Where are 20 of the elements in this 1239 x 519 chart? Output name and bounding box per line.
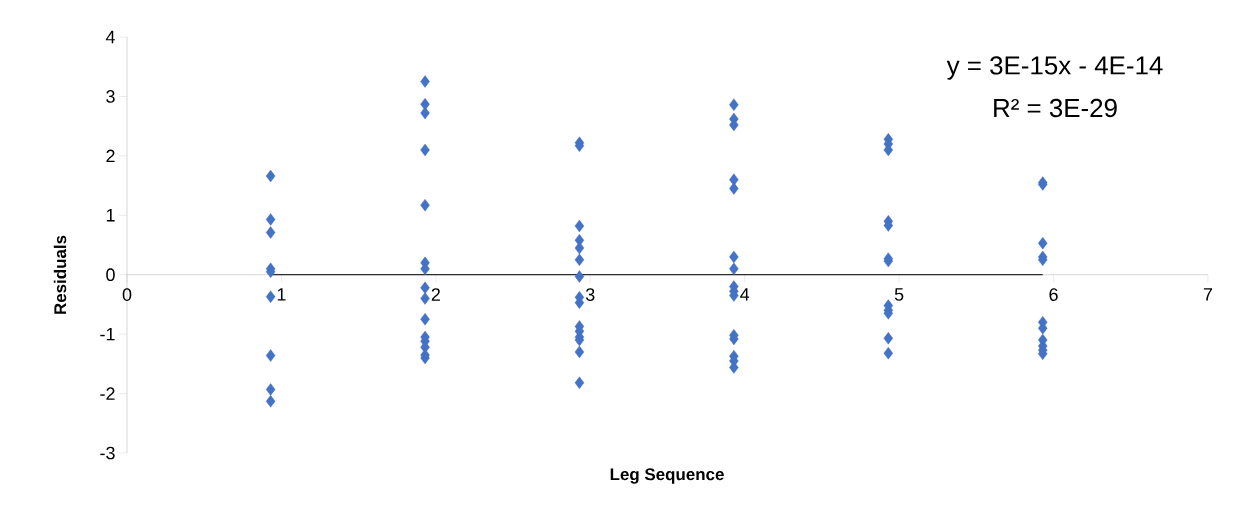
x-tick-label: 7 <box>1203 288 1213 301</box>
y-tick-label: 3 <box>106 90 115 103</box>
y-tick-label: -3 <box>100 446 115 460</box>
x-tick-label: 6 <box>1049 288 1058 301</box>
annotation: R² = 3E-29 <box>994 98 1117 118</box>
y-tick-label: -2 <box>100 387 115 400</box>
y-tick-label: 1 <box>106 209 115 222</box>
y-tick-label: -1 <box>100 327 115 341</box>
y-tick-label: 0 <box>106 268 115 282</box>
y-axis-title: Residuals <box>53 235 67 314</box>
y-tick-label: 4 <box>105 30 115 44</box>
x-tick-label: 3 <box>585 288 595 301</box>
x-tick-label: 4 <box>740 288 750 301</box>
x-tick-label: 2 <box>431 288 440 301</box>
annotation: y = 3E-15x - 4E-14 <box>946 56 1163 80</box>
x-tick-label: 1 <box>277 288 286 301</box>
x-tick-label: 0 <box>122 288 132 301</box>
x-tick-label: 5 <box>894 288 904 301</box>
y-tick-label: 2 <box>106 149 115 163</box>
x-axis-title: Leg Sequence <box>610 468 724 484</box>
